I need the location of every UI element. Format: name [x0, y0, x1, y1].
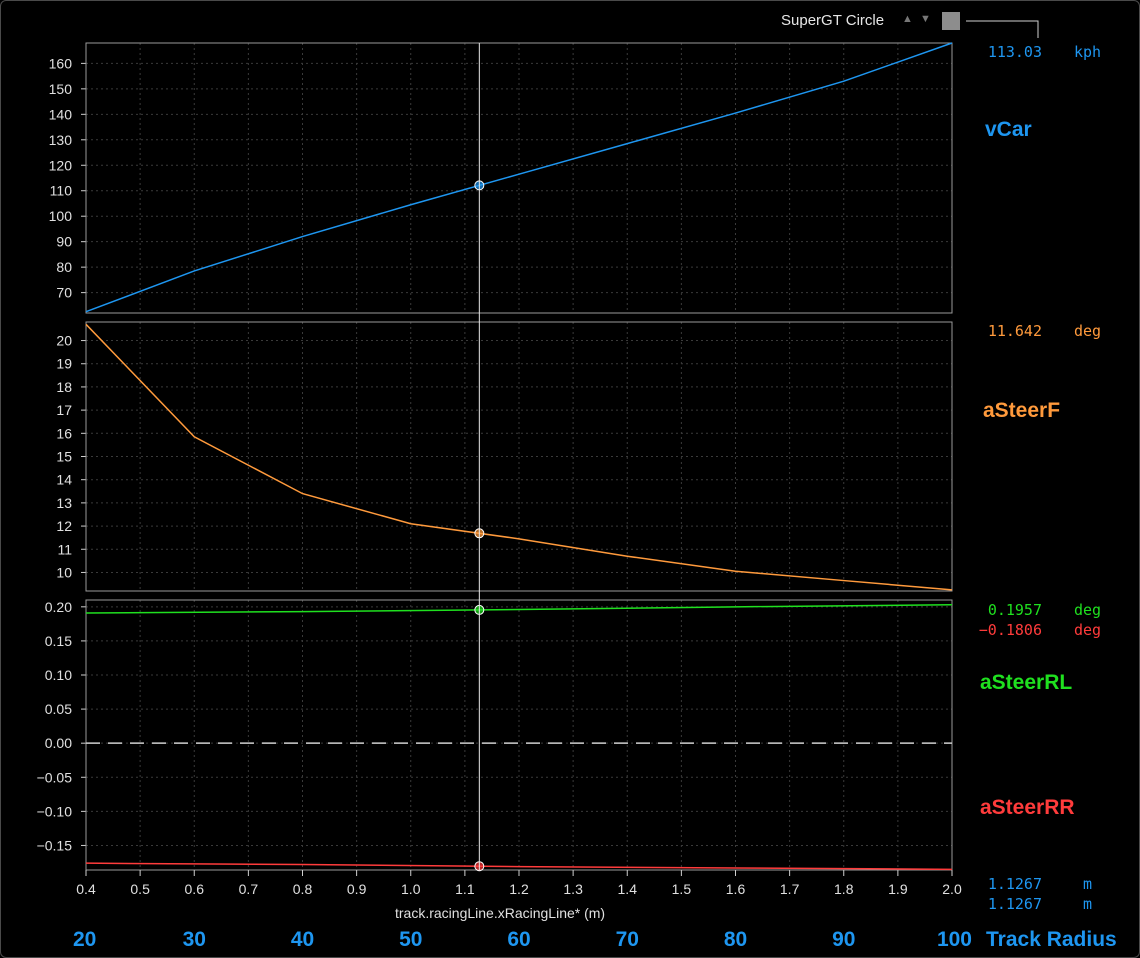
window-title: SuperGT Circle	[781, 12, 885, 29]
y-tick-label: 0.15	[45, 633, 72, 649]
y-tick-label: −0.05	[37, 769, 73, 785]
x-tick-label: 1.9	[888, 881, 908, 897]
y-tick-label: 12	[56, 518, 72, 534]
x-tick-label: 1.3	[563, 881, 583, 897]
y-tick-label: 16	[56, 425, 72, 441]
track-radius-tick: 40	[290, 928, 315, 951]
y-tick-label: −0.10	[37, 803, 73, 819]
asteerrr-unit: deg	[1074, 621, 1102, 639]
x-tick-label: 1.4	[618, 881, 638, 897]
x-tick-label: 1.0	[401, 881, 421, 897]
y-tick-label: 13	[56, 495, 72, 511]
y-tick-label: 0.05	[45, 701, 72, 717]
track-radius-tick: 20	[73, 928, 97, 951]
asteerf-channel-label[interactable]: aSteerF	[983, 399, 1061, 422]
x-tick-label: 2.0	[942, 881, 962, 897]
track-radius-tick: 100	[936, 928, 972, 951]
asteerf-unit: deg	[1074, 322, 1102, 340]
y-tick-label: 130	[49, 132, 73, 148]
track-radius-tick: 80	[723, 928, 748, 951]
y-tick-label: 0.20	[45, 599, 72, 615]
y-tick-label: 140	[49, 106, 73, 122]
x-tick-label: 0.7	[239, 881, 259, 897]
x-tick-label: 1.1	[455, 881, 475, 897]
y-tick-label: 110	[50, 183, 73, 199]
track-radius-tick: 50	[399, 928, 423, 951]
y-tick-label: 120	[49, 157, 73, 173]
legend-connector	[966, 20, 1039, 38]
y-tick-label: 80	[56, 259, 72, 275]
series-line-vCar	[85, 42, 953, 313]
y-tick-label: 15	[56, 449, 72, 465]
y-tick-label: 11	[57, 541, 72, 557]
x-tick-label: 0.4	[76, 881, 96, 897]
vcar-value: 113.03	[987, 43, 1042, 61]
x-axis-label: track.racingLine.xRacingLine* (m)	[395, 905, 606, 921]
y-tick-label: 20	[56, 333, 72, 349]
x-tick-label: 1.6	[726, 881, 746, 897]
x-tick-label: 1.2	[509, 881, 529, 897]
y-tick-label: 70	[56, 285, 72, 301]
y-tick-label: 90	[56, 234, 72, 250]
y-tick-label: −0.15	[37, 837, 73, 853]
y-tick-label: 18	[56, 379, 72, 395]
y-tick-label: 14	[56, 472, 72, 488]
track-radius-tick: 70	[615, 928, 639, 951]
asteerrl-value: 0.1957	[987, 601, 1042, 619]
cursor-x-unit-1: m	[1083, 875, 1093, 893]
x-tick-label: 0.5	[130, 881, 150, 897]
track-radius-label: Track Radius	[986, 928, 1117, 951]
asteerrl-unit: deg	[1074, 601, 1102, 619]
y-tick-label: 17	[56, 402, 72, 418]
panel-frame	[85, 321, 953, 592]
series-line-aSteerRL	[85, 604, 953, 614]
y-tick-label: 0.00	[45, 735, 72, 751]
y-tick-label: 19	[56, 356, 72, 372]
scroll-down-icon[interactable]: ▼	[920, 13, 931, 25]
series-line-aSteerRR	[85, 862, 953, 871]
x-tick-label: 1.8	[834, 881, 854, 897]
scroll-up-icon[interactable]: ▲	[902, 13, 913, 25]
asteerrr-channel-label[interactable]: aSteerRR	[980, 796, 1075, 819]
track-radius-tick: 90	[832, 928, 856, 951]
series-line-aSteerF	[85, 323, 953, 591]
asteerrl-channel-label[interactable]: aSteerRL	[980, 671, 1073, 694]
y-tick-label: 0.10	[45, 667, 72, 683]
x-tick-label: 0.9	[347, 881, 367, 897]
x-tick-label: 1.5	[672, 881, 692, 897]
vcar-unit: kph	[1074, 43, 1102, 61]
cursor-x-unit-2: m	[1083, 895, 1093, 913]
x-tick-label: 0.6	[185, 881, 205, 897]
y-tick-label: 150	[49, 81, 73, 97]
y-tick-label: 10	[56, 564, 72, 580]
x-tick-label: 1.7	[780, 881, 800, 897]
track-radius-tick: 60	[507, 928, 531, 951]
cursor-x-value-1: 1.1267	[987, 875, 1042, 893]
maximize-button[interactable]	[942, 12, 960, 30]
track-radius-tick: 30	[182, 928, 206, 951]
vcar-channel-label[interactable]: vCar	[985, 118, 1032, 141]
panel-frame	[85, 42, 953, 314]
y-tick-label: 100	[49, 208, 73, 224]
asteerrr-value: −0.1806	[978, 621, 1042, 639]
x-tick-label: 0.8	[293, 881, 313, 897]
cursor-x-value-2: 1.1267	[987, 895, 1042, 913]
y-tick-label: 160	[49, 55, 73, 71]
asteerf-value: 11.642	[987, 322, 1042, 340]
